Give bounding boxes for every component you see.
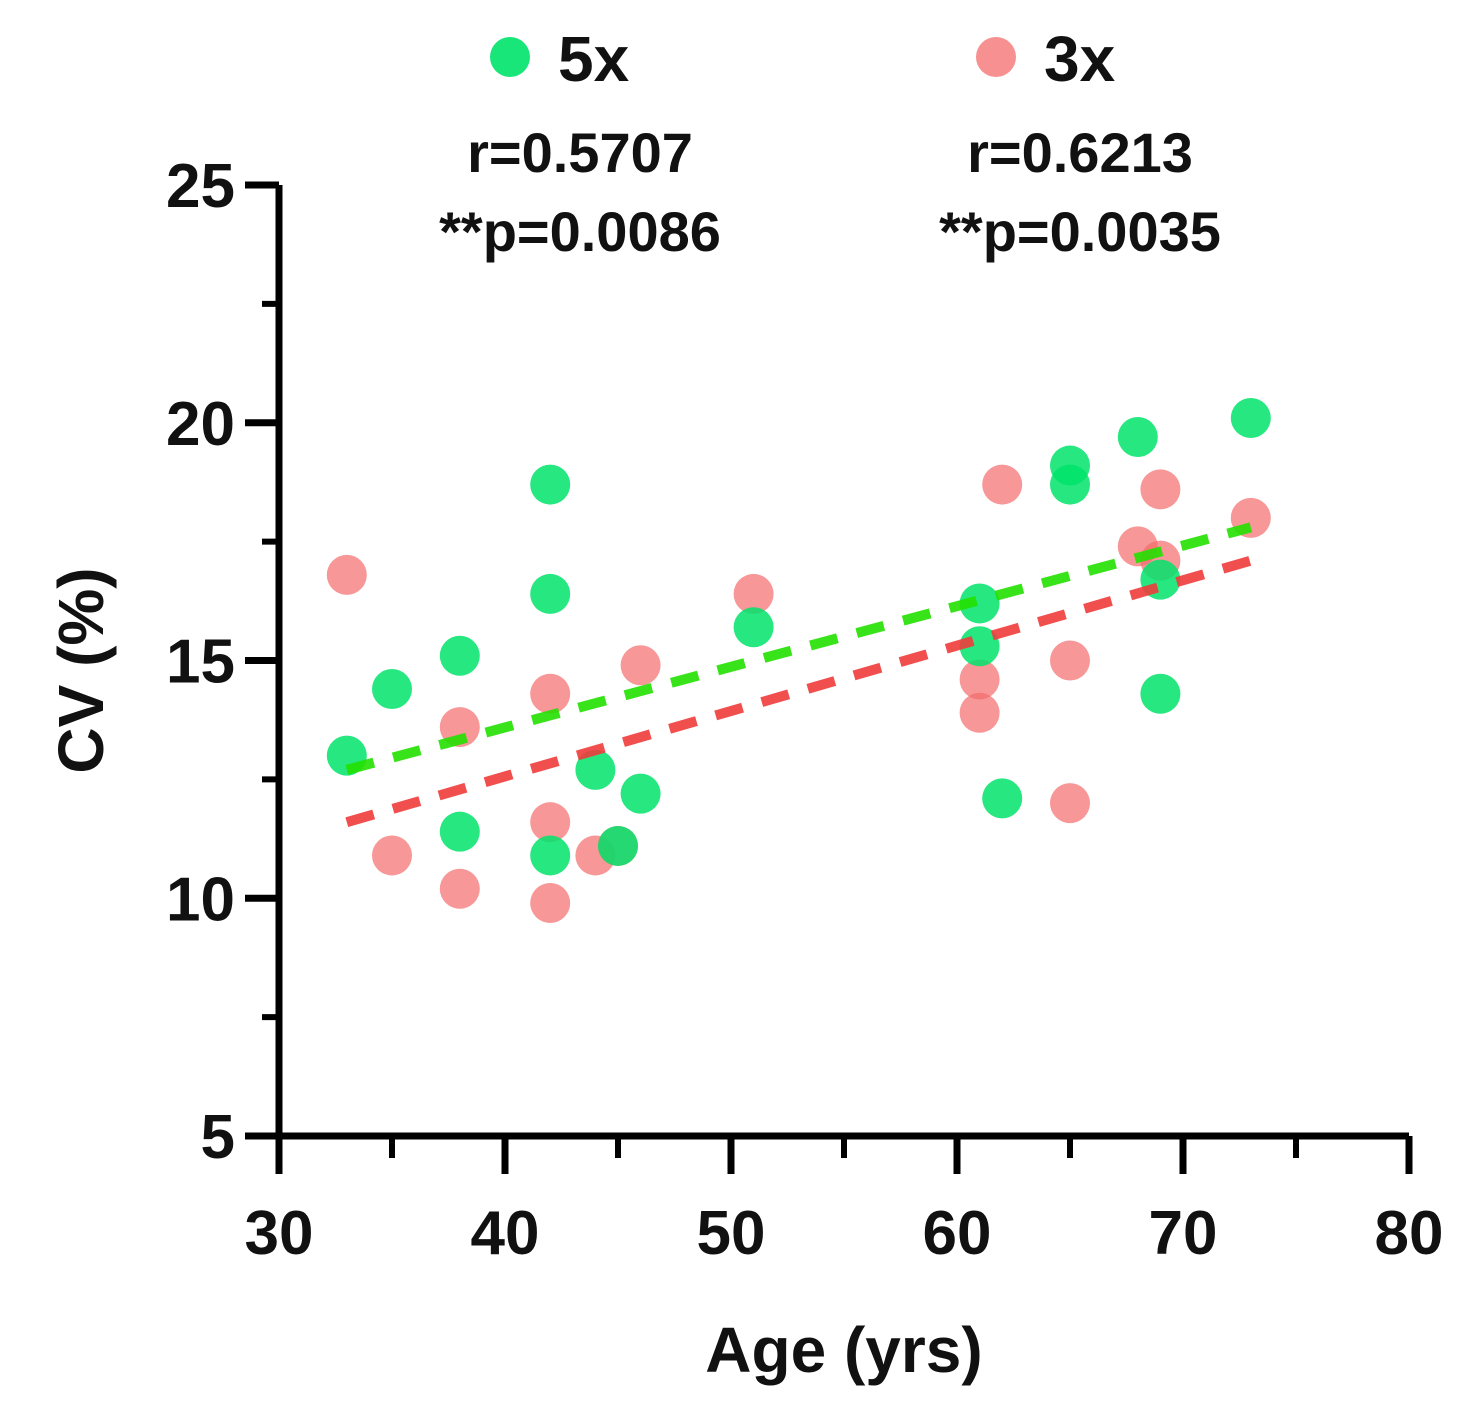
data-point [530,573,571,614]
annotation-5x-r: r=0.5707 [467,121,693,184]
x-tick-label: 60 [923,1199,992,1268]
data-point [530,835,571,876]
annotation-3x-p: **p=0.0035 [939,200,1221,263]
data-point [1117,417,1158,458]
data-point [620,645,661,686]
data-point [530,673,571,714]
data-point [1140,673,1181,714]
data-point [530,464,571,505]
fit-line-3x [345,555,1253,827]
y-tick-label: 15 [166,628,235,697]
data-point [982,464,1023,505]
y-tick-label: 20 [166,390,235,459]
y-ticks: 5 10 15 20 25 [166,152,279,1172]
x-tick-label: 50 [697,1199,766,1268]
data-point [982,778,1023,819]
legend-marker-5x [490,37,530,77]
x-tick-label: 30 [245,1199,314,1268]
x-axis-title: Age (yrs) [705,1314,982,1386]
axes: 5 10 15 20 25 30 40 50 60 70 80 [166,152,1443,1268]
annotations: r=0.5707 **p=0.0086 r=0.6213 **p=0.0035 [439,121,1221,263]
data-marks [326,397,1271,924]
data-point [1050,464,1090,505]
data-point [530,883,571,924]
data-point [733,607,774,648]
annotation-3x-r: r=0.6213 [967,121,1193,184]
data-point [372,835,412,876]
data-point [620,773,661,814]
x-tick-label: 80 [1375,1199,1444,1268]
data-point [1140,469,1181,510]
data-point [1050,640,1090,681]
data-point [1050,783,1090,824]
data-point [575,749,616,790]
data-point [959,583,1000,624]
series-3x-points [326,464,1271,924]
y-axis-title: CV (%) [45,567,117,773]
data-point [439,811,480,852]
data-point [1230,397,1271,438]
legend-label-5x: 5x [558,23,630,95]
data-point [530,802,571,843]
x-ticks: 30 40 50 60 70 80 [245,1136,1444,1268]
data-point [439,635,480,676]
data-point [598,825,638,866]
y-tick-label: 10 [166,865,235,934]
legend-label-3x: 3x [1044,23,1116,95]
data-point [733,573,774,614]
legend: 5x 3x [490,23,1116,95]
series-5x-points [326,397,1271,876]
x-tick-label: 70 [1149,1199,1218,1268]
data-point [959,692,1000,733]
y-tick-label: 5 [201,1103,235,1172]
data-point [959,626,1000,667]
annotation-5x-p: **p=0.0086 [439,200,721,263]
fit-line-5x [345,522,1253,775]
data-point [959,659,1000,700]
data-point [372,669,412,710]
data-point [326,554,367,595]
legend-marker-3x [976,37,1016,77]
data-point [439,868,480,909]
x-tick-label: 40 [471,1199,540,1268]
y-tick-label: 25 [166,152,235,221]
